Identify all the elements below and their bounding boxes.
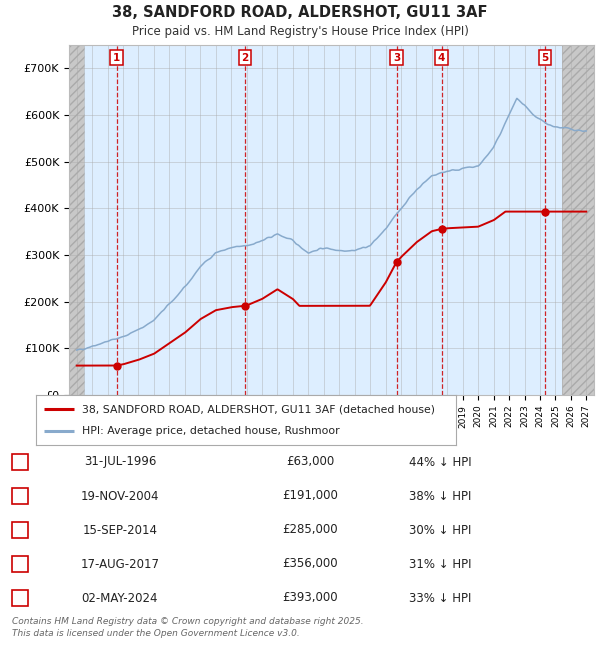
Bar <box>69 45 85 395</box>
Text: 30% ↓ HPI: 30% ↓ HPI <box>409 523 471 536</box>
Bar <box>69 45 85 395</box>
Bar <box>562 45 594 395</box>
Text: Contains HM Land Registry data © Crown copyright and database right 2025.: Contains HM Land Registry data © Crown c… <box>12 617 364 626</box>
Text: £191,000: £191,000 <box>282 489 338 502</box>
Text: 33% ↓ HPI: 33% ↓ HPI <box>409 592 471 604</box>
Text: 38% ↓ HPI: 38% ↓ HPI <box>409 489 471 502</box>
Bar <box>12 556 28 572</box>
Text: 19-NOV-2004: 19-NOV-2004 <box>81 489 159 502</box>
Text: 3: 3 <box>16 523 23 536</box>
Text: 38, SANDFORD ROAD, ALDERSHOT, GU11 3AF: 38, SANDFORD ROAD, ALDERSHOT, GU11 3AF <box>112 5 488 20</box>
Text: 5: 5 <box>541 53 548 62</box>
Text: 3: 3 <box>393 53 400 62</box>
Bar <box>12 590 28 606</box>
Text: 2: 2 <box>16 489 24 502</box>
Text: 02-MAY-2024: 02-MAY-2024 <box>82 592 158 604</box>
Text: £63,000: £63,000 <box>286 456 334 469</box>
Bar <box>12 454 28 470</box>
Text: 15-SEP-2014: 15-SEP-2014 <box>83 523 157 536</box>
Text: 1: 1 <box>113 53 120 62</box>
Text: Price paid vs. HM Land Registry's House Price Index (HPI): Price paid vs. HM Land Registry's House … <box>131 25 469 38</box>
Text: 31% ↓ HPI: 31% ↓ HPI <box>409 558 471 571</box>
Text: 4: 4 <box>16 558 24 571</box>
Text: 44% ↓ HPI: 44% ↓ HPI <box>409 456 472 469</box>
Text: 31-JUL-1996: 31-JUL-1996 <box>84 456 156 469</box>
Bar <box>12 488 28 504</box>
Bar <box>12 522 28 538</box>
Text: 38, SANDFORD ROAD, ALDERSHOT, GU11 3AF (detached house): 38, SANDFORD ROAD, ALDERSHOT, GU11 3AF (… <box>82 404 435 414</box>
Text: £356,000: £356,000 <box>282 558 338 571</box>
Text: £393,000: £393,000 <box>282 592 338 604</box>
Text: 17-AUG-2017: 17-AUG-2017 <box>80 558 160 571</box>
Text: £285,000: £285,000 <box>282 523 338 536</box>
Text: 5: 5 <box>16 592 23 604</box>
Text: This data is licensed under the Open Government Licence v3.0.: This data is licensed under the Open Gov… <box>12 629 300 638</box>
Bar <box>562 45 594 395</box>
Text: 1: 1 <box>16 456 24 469</box>
Text: HPI: Average price, detached house, Rushmoor: HPI: Average price, detached house, Rush… <box>82 426 340 436</box>
Text: 4: 4 <box>438 53 445 62</box>
Text: 2: 2 <box>241 53 248 62</box>
